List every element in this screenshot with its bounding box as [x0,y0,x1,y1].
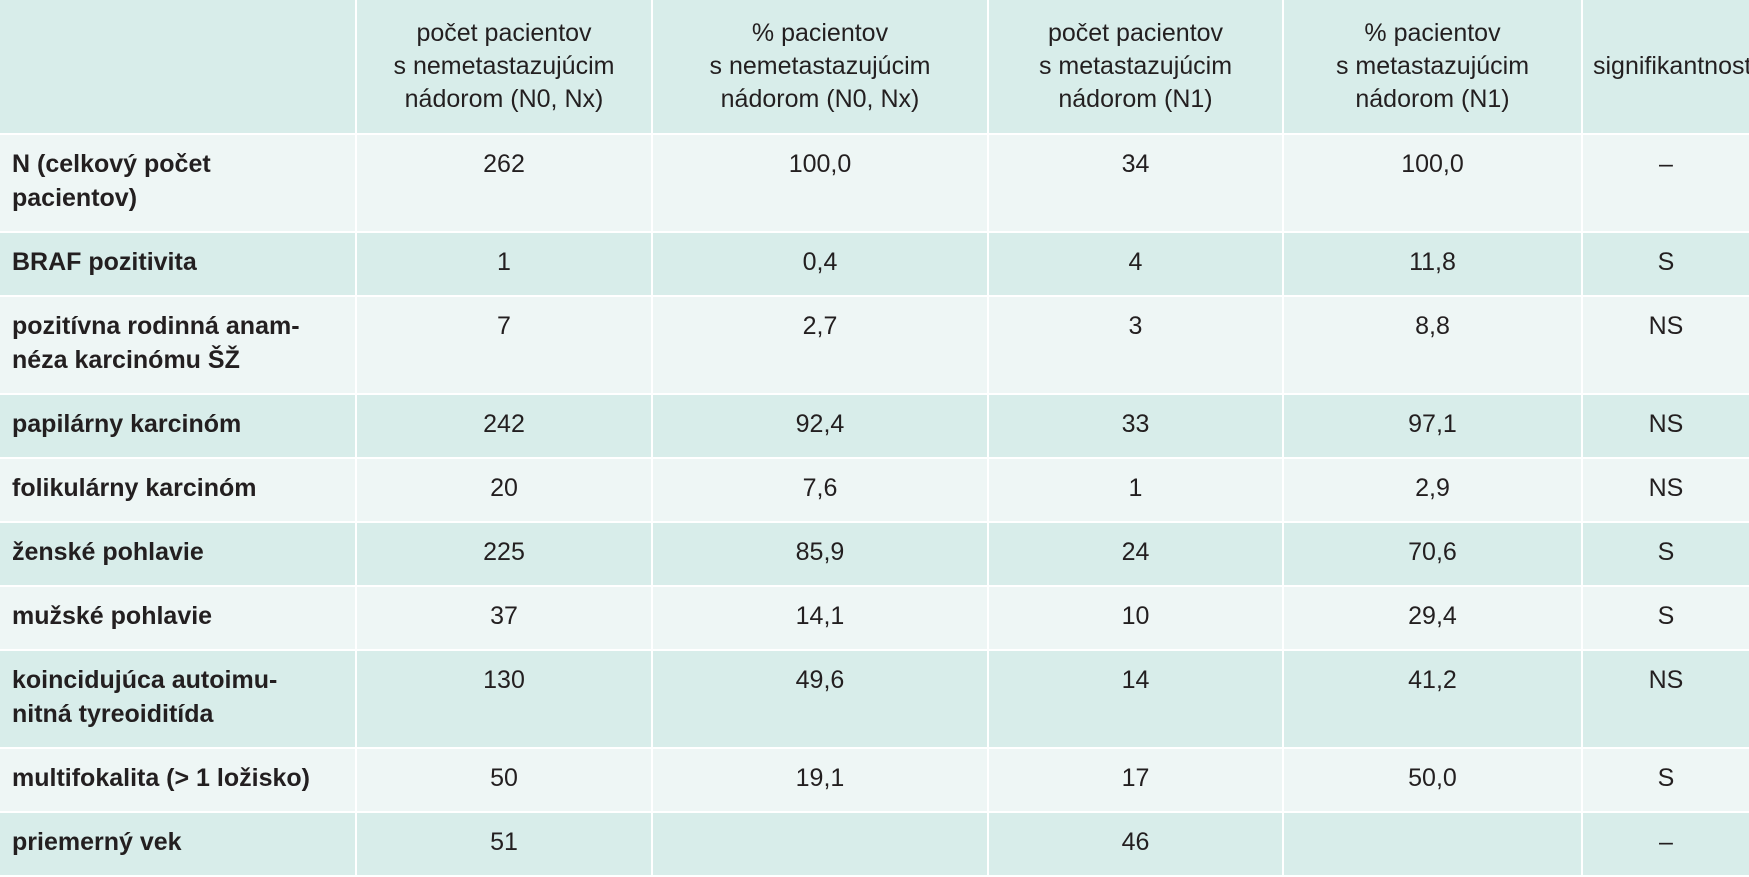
table-row: multifokalita (> 1 ložisko) 50 19,1 17 5… [0,748,1749,813]
cell-count-n0: 1 [355,232,652,297]
row-label: multifokalita (> 1 ložisko) [0,748,356,813]
cell-significance: NS [1581,650,1749,749]
cell-significance: NS [1581,394,1749,459]
cell-percent-n0: 92,4 [651,394,988,459]
table-row: koincidujúca autoimu- nitná tyreoiditída… [0,650,1749,749]
table-row: mužské pohlavie 37 14,1 10 29,4 S [0,586,1749,651]
cell-percent-n0: 49,6 [651,650,988,749]
cell-count-n1: 10 [987,586,1283,651]
cell-percent-n1: 8,8 [1282,296,1582,395]
cell-count-n1: 14 [987,650,1283,749]
table-row: papilárny karcinóm 242 92,4 33 97,1 NS [0,394,1749,459]
cell-significance: S [1581,232,1749,297]
cell-count-n1: 1 [987,458,1283,523]
cell-count-n1: 33 [987,394,1283,459]
cell-percent-n1 [1282,812,1582,877]
cell-percent-n1: 100,0 [1282,134,1582,233]
cell-significance: NS [1581,458,1749,523]
cell-percent-n0 [651,812,988,877]
cell-significance: S [1581,586,1749,651]
cell-percent-n0: 0,4 [651,232,988,297]
cell-significance: – [1581,134,1749,233]
cell-percent-n1: 50,0 [1282,748,1582,813]
cell-percent-n0: 7,6 [651,458,988,523]
row-label: priemerný vek [0,812,356,877]
header-row: počet pacientov s nemetastazujúcim nádor… [0,0,1749,135]
cell-count-n1: 17 [987,748,1283,813]
row-label: koincidujúca autoimu- nitná tyreoiditída [0,650,356,749]
table-header: počet pacientov s nemetastazujúcim nádor… [0,0,1749,135]
cell-significance: – [1581,812,1749,877]
cell-percent-n0: 19,1 [651,748,988,813]
cell-count-n0: 37 [355,586,652,651]
header-count-nonmetastatic: počet pacientov s nemetastazujúcim nádor… [355,0,652,135]
cell-count-n1: 3 [987,296,1283,395]
table-row: folikulárny karcinóm 20 7,6 1 2,9 NS [0,458,1749,523]
cell-percent-n1: 11,8 [1282,232,1582,297]
header-percent-nonmetastatic: % pacientov s nemetastazujúcim nádorom (… [651,0,988,135]
table-row: pozitívna rodinná anam- néza karcinómu Š… [0,296,1749,395]
cell-significance: S [1581,748,1749,813]
cell-percent-n0: 14,1 [651,586,988,651]
header-significance: signifikantnosť [1581,0,1749,135]
cell-significance: S [1581,522,1749,587]
cell-count-n0: 225 [355,522,652,587]
cell-percent-n1: 97,1 [1282,394,1582,459]
cell-percent-n1: 41,2 [1282,650,1582,749]
header-empty [0,0,356,135]
cell-percent-n1: 70,6 [1282,522,1582,587]
row-label: N (celkový počet pacientov) [0,134,356,233]
cell-percent-n0: 2,7 [651,296,988,395]
cell-count-n0: 130 [355,650,652,749]
header-percent-metastatic: % pacientov s metastazujúcim nádorom (N1… [1282,0,1582,135]
cell-percent-n0: 85,9 [651,522,988,587]
header-count-metastatic: počet pacientov s metastazujúcim nádorom… [987,0,1283,135]
cell-count-n0: 242 [355,394,652,459]
cell-count-n0: 7 [355,296,652,395]
cell-percent-n1: 2,9 [1282,458,1582,523]
cell-significance: NS [1581,296,1749,395]
cell-count-n1: 34 [987,134,1283,233]
cell-count-n0: 51 [355,812,652,877]
table-row: priemerný vek 51 46 – [0,812,1749,877]
row-label: BRAF pozitivita [0,232,356,297]
table-row: ženské pohlavie 225 85,9 24 70,6 S [0,522,1749,587]
table-row: BRAF pozitivita 1 0,4 4 11,8 S [0,232,1749,297]
cell-count-n1: 4 [987,232,1283,297]
table-row: N (celkový počet pacientov) 262 100,0 34… [0,134,1749,233]
row-label: pozitívna rodinná anam- néza karcinómu Š… [0,296,356,395]
row-label: ženské pohlavie [0,522,356,587]
row-label: papilárny karcinóm [0,394,356,459]
table-body: N (celkový počet pacientov) 262 100,0 34… [0,134,1749,877]
row-label: mužské pohlavie [0,586,356,651]
row-label: folikulárny karcinóm [0,458,356,523]
cell-count-n0: 262 [355,134,652,233]
cell-count-n0: 50 [355,748,652,813]
cell-count-n1: 24 [987,522,1283,587]
cell-percent-n0: 100,0 [651,134,988,233]
cell-count-n0: 20 [355,458,652,523]
cell-percent-n1: 29,4 [1282,586,1582,651]
cell-count-n1: 46 [987,812,1283,877]
